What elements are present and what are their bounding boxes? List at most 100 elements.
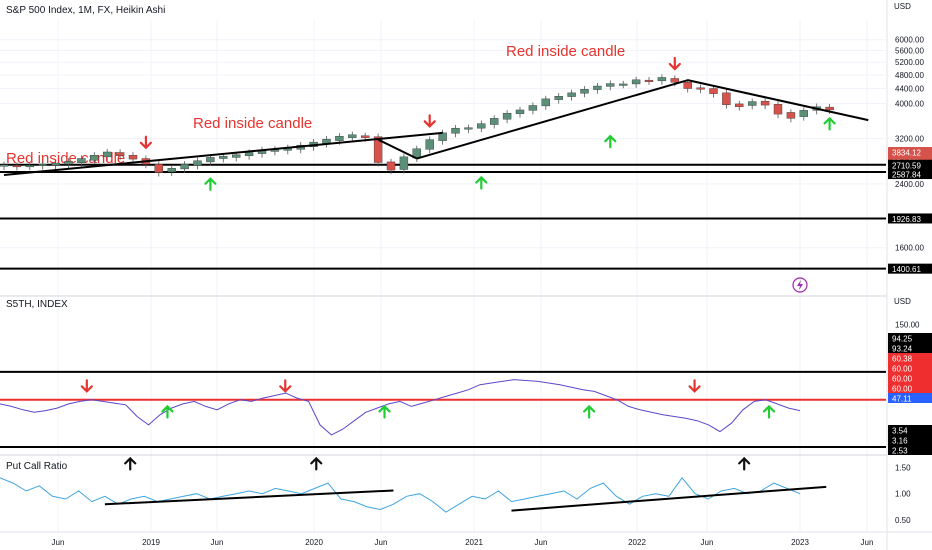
- price-tag: 2587.84: [888, 169, 932, 180]
- candle-up: [90, 155, 99, 161]
- arrow-path: [688, 379, 701, 393]
- arrow-path: [823, 116, 836, 131]
- arrow-path: [204, 177, 217, 191]
- candle-down: [361, 135, 370, 138]
- x-axis-ticks: Jun 2019 Jun 2020 Jun 2021 Jun 2022 Jun 2023 Jun: [52, 538, 874, 547]
- candle-down: [683, 82, 692, 89]
- candle-up: [464, 127, 473, 130]
- price-tag-text: 2710.59: [892, 161, 921, 170]
- x-tick-label: 2023: [791, 538, 809, 547]
- candle-down: [696, 87, 705, 90]
- price-tag-bg: [888, 435, 932, 445]
- candle-up: [580, 89, 589, 94]
- arrow-down-icon: [423, 114, 436, 128]
- lightning-icon[interactable]: [792, 277, 808, 293]
- candle-up: [102, 151, 112, 158]
- x-tick-label: Jun: [861, 538, 874, 547]
- candle-up: [593, 85, 602, 90]
- price-tag: 3.16: [888, 435, 932, 446]
- arrow-down-icon: [668, 56, 681, 71]
- candle-up: [167, 168, 176, 173]
- s5th-series: [0, 379, 801, 436]
- pcr-trend-line: [511, 485, 827, 512]
- price-tag: 60.00: [888, 373, 932, 384]
- s5th-levels: [0, 370, 886, 449]
- price-tag: 47.11: [888, 393, 932, 404]
- y-tick-label: 4400.00: [895, 85, 924, 94]
- candle-down: [735, 103, 744, 107]
- price-tag-bg: [888, 393, 932, 403]
- candle-up: [477, 123, 486, 129]
- pcr-pane-title: Put Call Ratio: [6, 461, 68, 472]
- arrow-path: [124, 456, 137, 471]
- s5th-currency-label: USD: [894, 297, 911, 306]
- price-tag-bg: [888, 363, 932, 373]
- trend-line: [687, 79, 869, 122]
- candle-down: [115, 152, 125, 156]
- price-tag: 3.54: [888, 425, 932, 436]
- price-tag: 60.38: [888, 353, 932, 364]
- x-tick-label: 2021: [465, 538, 483, 547]
- candle-up: [193, 160, 202, 166]
- candle-up: [657, 77, 667, 82]
- annotation-red-inside-candle-3: Red inside candle: [506, 43, 625, 60]
- arrow-up-icon: [204, 177, 217, 191]
- price-tag: 3834.12: [888, 147, 932, 158]
- candle-up: [748, 101, 757, 106]
- annotation-red-inside-candle-2: Red inside candle: [193, 115, 312, 132]
- y-tick-label: 5600.00: [895, 47, 924, 56]
- price-tag-bg: [888, 159, 932, 170]
- candle-up: [219, 156, 228, 159]
- x-tick-label: Jun: [535, 538, 548, 547]
- main-currency-label: USD: [894, 2, 911, 11]
- y-tick-label: 0.50: [895, 516, 911, 525]
- pcr-trend-line: [104, 489, 394, 506]
- price-labels: 3834.1225d 23h3812.202710.592587.841926.…: [888, 147, 932, 456]
- arrow-path: [762, 404, 776, 419]
- arrow-path: [161, 404, 174, 419]
- trend-line: [377, 138, 418, 160]
- arrow-down-icon: [139, 135, 152, 150]
- candle-down: [128, 155, 138, 160]
- x-tick-label: Jun: [701, 538, 714, 547]
- price-tag-text: 93.24: [892, 345, 913, 354]
- arrow-path: [604, 134, 617, 149]
- x-tick-label: Jun: [375, 538, 388, 547]
- candle-up: [180, 164, 189, 170]
- price-tag: 93.24: [888, 343, 932, 354]
- y-tick-label: 4800.00: [895, 71, 924, 80]
- y-tick-label: 1.00: [895, 490, 911, 499]
- arrow-path: [738, 456, 751, 471]
- arrow-up-icon: [604, 134, 617, 149]
- price-tag-text: 3.16: [892, 437, 908, 446]
- price-tag-bg: [888, 383, 932, 393]
- arrow-up-icon: [310, 456, 323, 471]
- candle-up: [51, 162, 60, 166]
- price-tag-text: 2.53: [892, 447, 908, 456]
- arrow-path: [80, 379, 93, 393]
- candle-up: [502, 113, 512, 120]
- price-tag: 1926.83: [888, 213, 932, 224]
- y-tick-label: 4000.00: [895, 100, 924, 109]
- main-chart-title: S&P 500 Index, 1M, FX, Heikin Ashi: [6, 5, 165, 16]
- s5th-pane-title: S5TH, INDEX: [6, 299, 68, 310]
- candle-up: [206, 157, 215, 163]
- candle-up: [451, 127, 460, 134]
- candle-up: [541, 98, 550, 107]
- y-tick-label: 1600.00: [895, 244, 924, 253]
- price-tag-text: 60.00: [892, 365, 913, 374]
- x-tick-label: Jun: [211, 538, 224, 547]
- trend-lines: [3, 79, 869, 176]
- price-tag-bg: [888, 445, 932, 455]
- candle-down: [722, 92, 731, 105]
- candle-up: [567, 92, 576, 97]
- candle-up: [335, 135, 344, 141]
- candle-down: [373, 136, 383, 163]
- arrow-up-icon: [161, 404, 174, 419]
- price-tag: 60.00: [888, 363, 932, 374]
- s5th-line: [0, 379, 801, 436]
- price-tag-text: 60.38: [892, 355, 913, 364]
- price-tag-text: 2587.84: [892, 171, 921, 180]
